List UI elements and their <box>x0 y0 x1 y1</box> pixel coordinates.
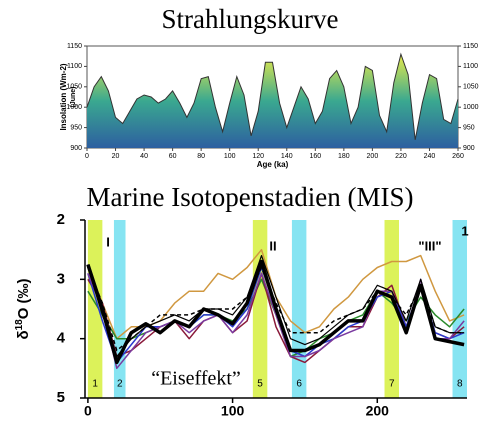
stage-label: 8 <box>457 379 463 390</box>
x-tick-label: 220 <box>395 153 407 160</box>
y-axis-label: δ18O (‰) <box>14 278 32 339</box>
annotation: "III" <box>418 238 441 253</box>
x-axis-label: Age (ka) <box>257 160 289 169</box>
x-tick-label: 20 <box>112 153 120 160</box>
x-tick-label: 60 <box>169 153 177 160</box>
x-tick-label: 200 <box>366 403 390 419</box>
y-tick-label: 900 <box>70 145 82 152</box>
annotation: “Eiseffekt” <box>151 368 241 390</box>
annotation: 1 <box>461 223 468 238</box>
stage-label: 6 <box>296 379 302 390</box>
y-tick-label: 1100 <box>67 63 82 70</box>
stage-label: 1 <box>92 379 98 390</box>
chart-title: Marine Isotopenstadien (MIS) <box>87 182 414 212</box>
y-tick-label: 5 <box>57 389 65 406</box>
insolation-line <box>86 52 459 140</box>
stage-band <box>291 220 307 398</box>
y-tick-label: 1050 <box>66 84 82 91</box>
y-tick-label: 2 <box>57 211 65 228</box>
y-axis-label-part: 18 <box>14 319 25 331</box>
x-tick-label: 100 <box>224 153 236 160</box>
stage-band <box>252 220 268 398</box>
annotation: II <box>269 238 276 253</box>
y-tick-label: 4 <box>57 330 66 347</box>
x-tick-label: 40 <box>140 153 148 160</box>
y-tick-label: 1100 <box>463 63 478 70</box>
stage-band <box>452 220 467 398</box>
y-tick-label: 1150 <box>463 43 478 50</box>
x-tick-label: 180 <box>338 153 350 160</box>
y-axis-label: (June) <box>70 87 77 108</box>
isotope-line <box>86 259 465 365</box>
y-axis-label-part: O (‰) <box>15 278 32 319</box>
stage-label: 5 <box>257 379 263 390</box>
x-tick-label: 200 <box>367 153 379 160</box>
x-tick-label: 0 <box>84 403 92 419</box>
x-tick-label: 100 <box>221 403 245 419</box>
x-tick-label: 160 <box>309 153 321 160</box>
insolation-area <box>87 54 458 149</box>
y-tick-label: 950 <box>463 124 475 131</box>
x-tick-label: 140 <box>281 153 293 160</box>
y-tick-label: 1150 <box>67 43 82 50</box>
stage-label: 2 <box>117 379 123 390</box>
y-tick-label: 900 <box>463 145 475 152</box>
y-axis-label-part: δ <box>15 330 32 339</box>
x-tick-label: 0 <box>85 153 89 160</box>
stage-band <box>113 220 126 398</box>
annotation: I <box>106 234 110 249</box>
y-tick-label: 1000 <box>463 104 479 111</box>
y-tick-label: 1050 <box>463 84 479 91</box>
stage-label: 7 <box>389 379 395 390</box>
y-axis-label: Insolation (Wm-2) <box>59 63 68 130</box>
x-tick-label: 260 <box>452 153 464 160</box>
y-tick-label: 3 <box>57 270 65 287</box>
y-tick-label: 1000 <box>66 104 82 111</box>
y-tick-label: 950 <box>70 124 82 131</box>
x-tick-label: 80 <box>197 153 205 160</box>
stage-band <box>87 220 103 398</box>
x-tick-label: 240 <box>424 153 436 160</box>
chart-title: Strahlungskurve <box>162 4 339 34</box>
x-tick-label: 120 <box>252 153 264 160</box>
stage-band <box>384 220 399 398</box>
